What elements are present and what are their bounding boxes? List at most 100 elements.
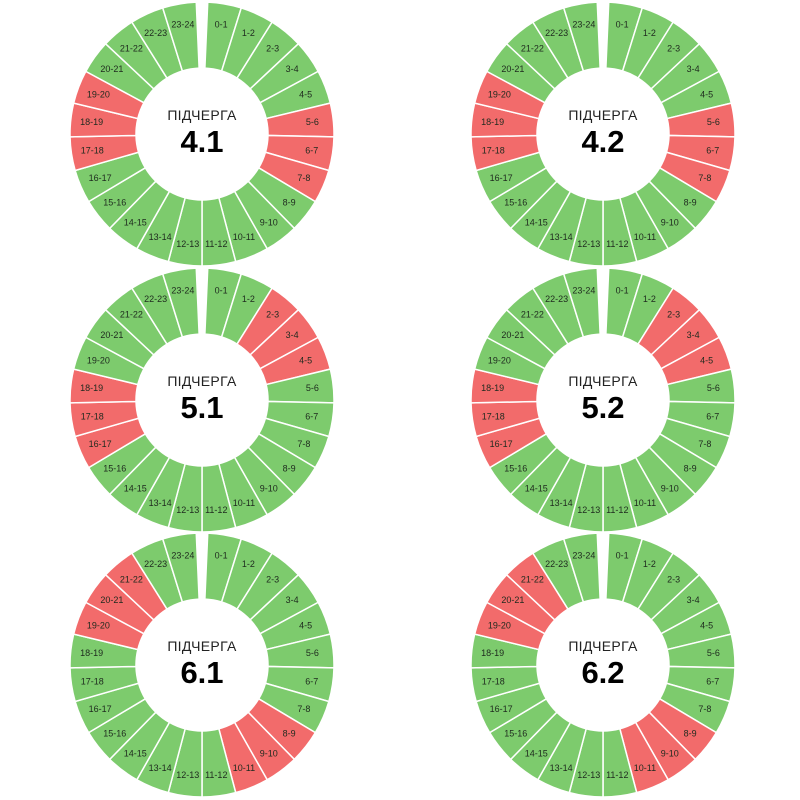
- segment-label: 1-2: [643, 294, 656, 304]
- segment-label: 0-1: [616, 551, 629, 561]
- segment-label: 12-13: [577, 505, 600, 515]
- segment-label: 5-6: [306, 383, 319, 393]
- segment-label: 7-8: [297, 439, 310, 449]
- segment-label: 6-7: [305, 146, 318, 156]
- segment-label: 17-18: [81, 677, 104, 687]
- segment-label: 12-13: [577, 770, 600, 780]
- segment-label: 3-4: [687, 330, 700, 340]
- segment-label: 21-22: [521, 43, 544, 53]
- segment-label: 1-2: [643, 28, 656, 38]
- segment-label: 3-4: [687, 595, 700, 605]
- segment-label: 16-17: [89, 704, 112, 714]
- segment-label: 23-24: [171, 286, 194, 296]
- segment-label: 13-14: [149, 232, 172, 242]
- segment-label: 21-22: [120, 309, 143, 319]
- segment-label: 10-11: [233, 498, 255, 508]
- segment-label: 7-8: [297, 173, 310, 183]
- segment-label: 8-9: [283, 464, 296, 474]
- segment-label: 2-3: [266, 309, 279, 319]
- segment-label: 14-15: [525, 749, 548, 759]
- chart-title: ПІДЧЕРГА: [568, 373, 638, 389]
- segment-label: 3-4: [286, 64, 299, 74]
- segment-label: 2-3: [266, 43, 279, 53]
- segment-label: 12-13: [176, 239, 199, 249]
- segment-label: 15-16: [103, 464, 126, 474]
- segment-label: 18-19: [80, 648, 103, 658]
- segment-label: 1-2: [242, 559, 255, 569]
- segment-label: 5-6: [707, 383, 720, 393]
- segment-label: 15-16: [504, 198, 527, 208]
- segment-label: 20-21: [501, 64, 524, 74]
- segment-label: 0-1: [215, 551, 228, 561]
- segment-23-24-on: [562, 532, 601, 603]
- segment-label: 8-9: [684, 464, 697, 474]
- chart-title: ПІДЧЕРГА: [568, 638, 638, 654]
- segment-label: 6-7: [305, 412, 318, 422]
- segment-label: 23-24: [572, 551, 595, 561]
- segment-label: 12-13: [577, 239, 600, 249]
- donut-chart-6.2: 0-1 1-2 2-3 3-4 4-5 5-6 6-7 7-8 8-9 9-10 10-11 11-1…: [470, 532, 736, 798]
- segment-label: 20-21: [100, 330, 123, 340]
- donut-chart-6.1: 0-1 1-2 2-3 3-4 4-5 5-6 6-7 7-8 8-9 9-10 10-11 11-1…: [69, 532, 335, 798]
- segment-label: 12-13: [176, 770, 199, 780]
- segment-label: 11-12: [606, 770, 628, 780]
- segment-label: 19-20: [488, 89, 511, 99]
- segment-label: 5-6: [707, 648, 720, 658]
- segment-label: 4-5: [700, 355, 713, 365]
- segment-label: 13-14: [149, 498, 172, 508]
- chart-title: ПІДЧЕРГА: [167, 638, 237, 654]
- segment-label: 6-7: [706, 677, 719, 687]
- segment-label: 9-10: [260, 218, 278, 228]
- segment-label: 2-3: [266, 574, 279, 584]
- segment-label: 23-24: [572, 20, 595, 30]
- segment-label: 9-10: [661, 484, 679, 494]
- segment-label: 5-6: [707, 117, 720, 127]
- segment-label: 1-2: [643, 559, 656, 569]
- segment-label: 3-4: [286, 595, 299, 605]
- segment-label: 17-18: [482, 677, 505, 687]
- segment-label: 15-16: [504, 464, 527, 474]
- segment-label: 10-11: [233, 763, 255, 773]
- segment-label: 10-11: [634, 498, 656, 508]
- segment-label: 7-8: [698, 704, 711, 714]
- segment-label: 22-23: [545, 559, 568, 569]
- segment-label: 23-24: [171, 551, 194, 561]
- segment-label: 6-7: [706, 412, 719, 422]
- segment-label: 21-22: [521, 574, 544, 584]
- segment-label: 10-11: [634, 763, 656, 773]
- segment-label: 10-11: [634, 232, 656, 242]
- segment-23-24-on: [562, 267, 601, 338]
- segment-label: 21-22: [120, 43, 143, 53]
- segment-label: 7-8: [698, 173, 711, 183]
- segment-label: 19-20: [87, 89, 110, 99]
- segment-label: 4-5: [700, 89, 713, 99]
- segment-label: 9-10: [661, 749, 679, 759]
- segment-23-24-on: [161, 267, 200, 338]
- queue-number: 6.1: [180, 655, 223, 690]
- segment-label: 13-14: [550, 232, 573, 242]
- segment-label: 9-10: [260, 749, 278, 759]
- segment-label: 5-6: [306, 648, 319, 658]
- segment-label: 20-21: [501, 595, 524, 605]
- segment-label: 16-17: [490, 704, 513, 714]
- segment-label: 9-10: [661, 218, 679, 228]
- segment-label: 15-16: [103, 729, 126, 739]
- segment-label: 15-16: [504, 729, 527, 739]
- segment-label: 12-13: [176, 505, 199, 515]
- segment-label: 3-4: [687, 64, 700, 74]
- segment-label: 22-23: [144, 559, 167, 569]
- segment-label: 18-19: [80, 383, 103, 393]
- segment-label: 18-19: [481, 383, 504, 393]
- segment-label: 4-5: [700, 620, 713, 630]
- segment-label: 5-6: [306, 117, 319, 127]
- segment-label: 16-17: [89, 439, 112, 449]
- queue-number: 5.1: [180, 390, 223, 425]
- segment-label: 21-22: [120, 574, 143, 584]
- segment-label: 23-24: [572, 286, 595, 296]
- segment-label: 13-14: [149, 763, 172, 773]
- segment-label: 2-3: [667, 309, 680, 319]
- segment-label: 14-15: [124, 218, 147, 228]
- segment-label: 13-14: [550, 763, 573, 773]
- segment-label: 23-24: [171, 20, 194, 30]
